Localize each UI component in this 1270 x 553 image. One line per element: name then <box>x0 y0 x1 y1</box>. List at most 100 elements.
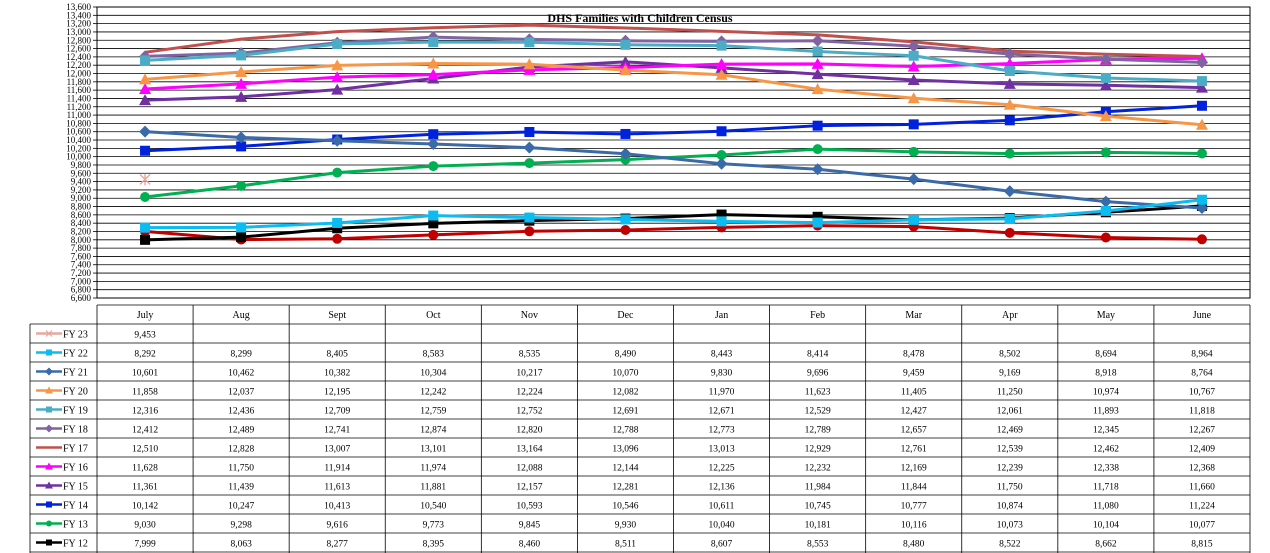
legend-label: FY 20 <box>63 387 88 398</box>
table-cell-value: 9,930 <box>615 521 637 531</box>
table-cell-value: 12,773 <box>708 426 734 436</box>
legend-entry: FY 17 <box>36 444 88 455</box>
legend-label: FY 18 <box>63 425 88 436</box>
legend-marker <box>45 330 53 337</box>
data-point-marker <box>139 125 152 138</box>
table-cell-value: 10,462 <box>228 369 254 379</box>
data-point-marker <box>1100 147 1111 158</box>
table-cell-value: 10,777 <box>901 502 927 512</box>
series-line <box>144 130 1203 210</box>
data-point-marker <box>428 218 439 229</box>
legend-marker <box>46 520 52 527</box>
table-cell-value: 12,345 <box>1093 426 1119 436</box>
table-cell-value: 8,764 <box>1191 369 1213 379</box>
data-point-marker <box>715 157 728 170</box>
data-point-marker <box>524 158 535 169</box>
data-point-marker <box>140 145 151 156</box>
legend-label: FY 16 <box>63 463 88 474</box>
table-cell-value: 12,281 <box>612 483 638 493</box>
table-cell-value: 12,469 <box>997 426 1023 436</box>
table-cell-value: 8,478 <box>903 350 925 360</box>
data-point-marker <box>331 134 344 147</box>
data-point-marker <box>139 94 152 106</box>
data-point-marker <box>236 232 247 243</box>
table-cell-value: 11,893 <box>1093 407 1119 417</box>
y-tick-label: 12,200 <box>66 60 91 70</box>
data-point-marker <box>428 129 439 140</box>
data-point-marker <box>1195 118 1208 130</box>
legend-label: FY 23 <box>63 330 88 341</box>
table-cell-value: 9,298 <box>230 521 252 531</box>
table-cell-value: 12,657 <box>901 426 927 436</box>
table-cell-value: 10,304 <box>420 369 446 379</box>
chart-title: DHS Families with Children Census <box>547 11 732 25</box>
legend-label: FY 21 <box>63 368 88 379</box>
table-cell-value: 9,696 <box>807 369 829 379</box>
table-cell-value: 8,063 <box>230 540 252 550</box>
x-tick-label: June <box>1193 310 1212 321</box>
table-cell-value: 8,502 <box>999 350 1021 360</box>
data-point-marker <box>236 141 247 152</box>
legend-entry: FY 16 <box>36 462 88 474</box>
y-axis-ticks: 6,6006,8007,0007,2007,4007,6007,8008,000… <box>66 2 91 303</box>
x-tick-label: Feb <box>810 310 825 321</box>
table-cell-value: 8,583 <box>423 350 445 360</box>
table-cell-value: 10,181 <box>805 521 831 531</box>
series-fy-17 <box>144 23 1202 59</box>
y-tick-label: 11,200 <box>67 102 92 112</box>
data-point-marker <box>716 40 727 51</box>
series-fy-20 <box>139 57 1208 130</box>
table-cell-value: 13,096 <box>612 445 638 455</box>
y-tick-label: 7,600 <box>71 251 92 261</box>
y-tick-label: 12,600 <box>66 44 91 54</box>
table-cell-value: 8,964 <box>1191 350 1213 360</box>
table-cell-value: 11,881 <box>420 483 446 493</box>
table-cell-value: 11,818 <box>1189 407 1215 417</box>
y-tick-label: 8,400 <box>71 218 92 228</box>
data-point-marker <box>140 234 151 245</box>
table-cell-value: 11,974 <box>420 464 446 474</box>
table-cell-value: 11,750 <box>228 464 254 474</box>
y-tick-label: 8,200 <box>71 226 92 236</box>
table-cell-value: 13,007 <box>324 445 350 455</box>
table-cell-value: 9,830 <box>711 369 733 379</box>
table-cell-value: 10,546 <box>612 502 638 512</box>
data-point-marker <box>139 82 152 94</box>
table-cell-value: 10,413 <box>324 502 350 512</box>
data-point-marker <box>1099 195 1112 208</box>
y-tick-label: 10,200 <box>66 143 91 153</box>
legend-marker <box>46 406 52 413</box>
table-cell-value: 12,820 <box>516 426 542 436</box>
y-tick-label: 10,000 <box>66 152 91 162</box>
table-cell-value: 9,169 <box>999 369 1021 379</box>
table-cell-value: 8,815 <box>1191 540 1213 550</box>
table-cell-value: 11,660 <box>1189 483 1215 493</box>
table-cell-value: 8,607 <box>711 540 733 550</box>
table-cell-value: 8,662 <box>1095 540 1117 550</box>
data-point-marker <box>331 83 344 95</box>
table-cell-value: 12,368 <box>1189 464 1215 474</box>
data-point-marker <box>140 55 151 66</box>
table-cell-value: 11,844 <box>901 483 927 493</box>
table-cell-value: 12,082 <box>612 388 638 398</box>
table-cell-value: 12,691 <box>612 407 638 417</box>
y-tick-label: 9,600 <box>71 168 92 178</box>
data-point-marker <box>811 57 824 69</box>
y-tick-label: 8,600 <box>71 210 92 220</box>
legend-label: FY 19 <box>63 406 88 417</box>
legend-marker <box>46 539 52 546</box>
x-tick-label: Sept <box>328 310 346 321</box>
table-cell-value: 12,489 <box>228 426 254 436</box>
table-cell-value: 8,414 <box>807 350 829 360</box>
legend-entry: FY 18 <box>36 424 88 436</box>
table-cell-value: 10,070 <box>612 369 638 379</box>
table-cell-value: 12,409 <box>1189 445 1215 455</box>
y-tick-label: 12,400 <box>66 52 91 62</box>
y-tick-label: 11,600 <box>67 85 92 95</box>
table-cell-value: 12,741 <box>324 426 350 436</box>
data-point-marker <box>1196 76 1207 87</box>
table-cell-value: 12,874 <box>420 426 446 436</box>
x-tick-label: Jan <box>715 310 728 321</box>
table-cell-value: 11,858 <box>132 388 158 398</box>
legend-marker <box>45 367 53 376</box>
